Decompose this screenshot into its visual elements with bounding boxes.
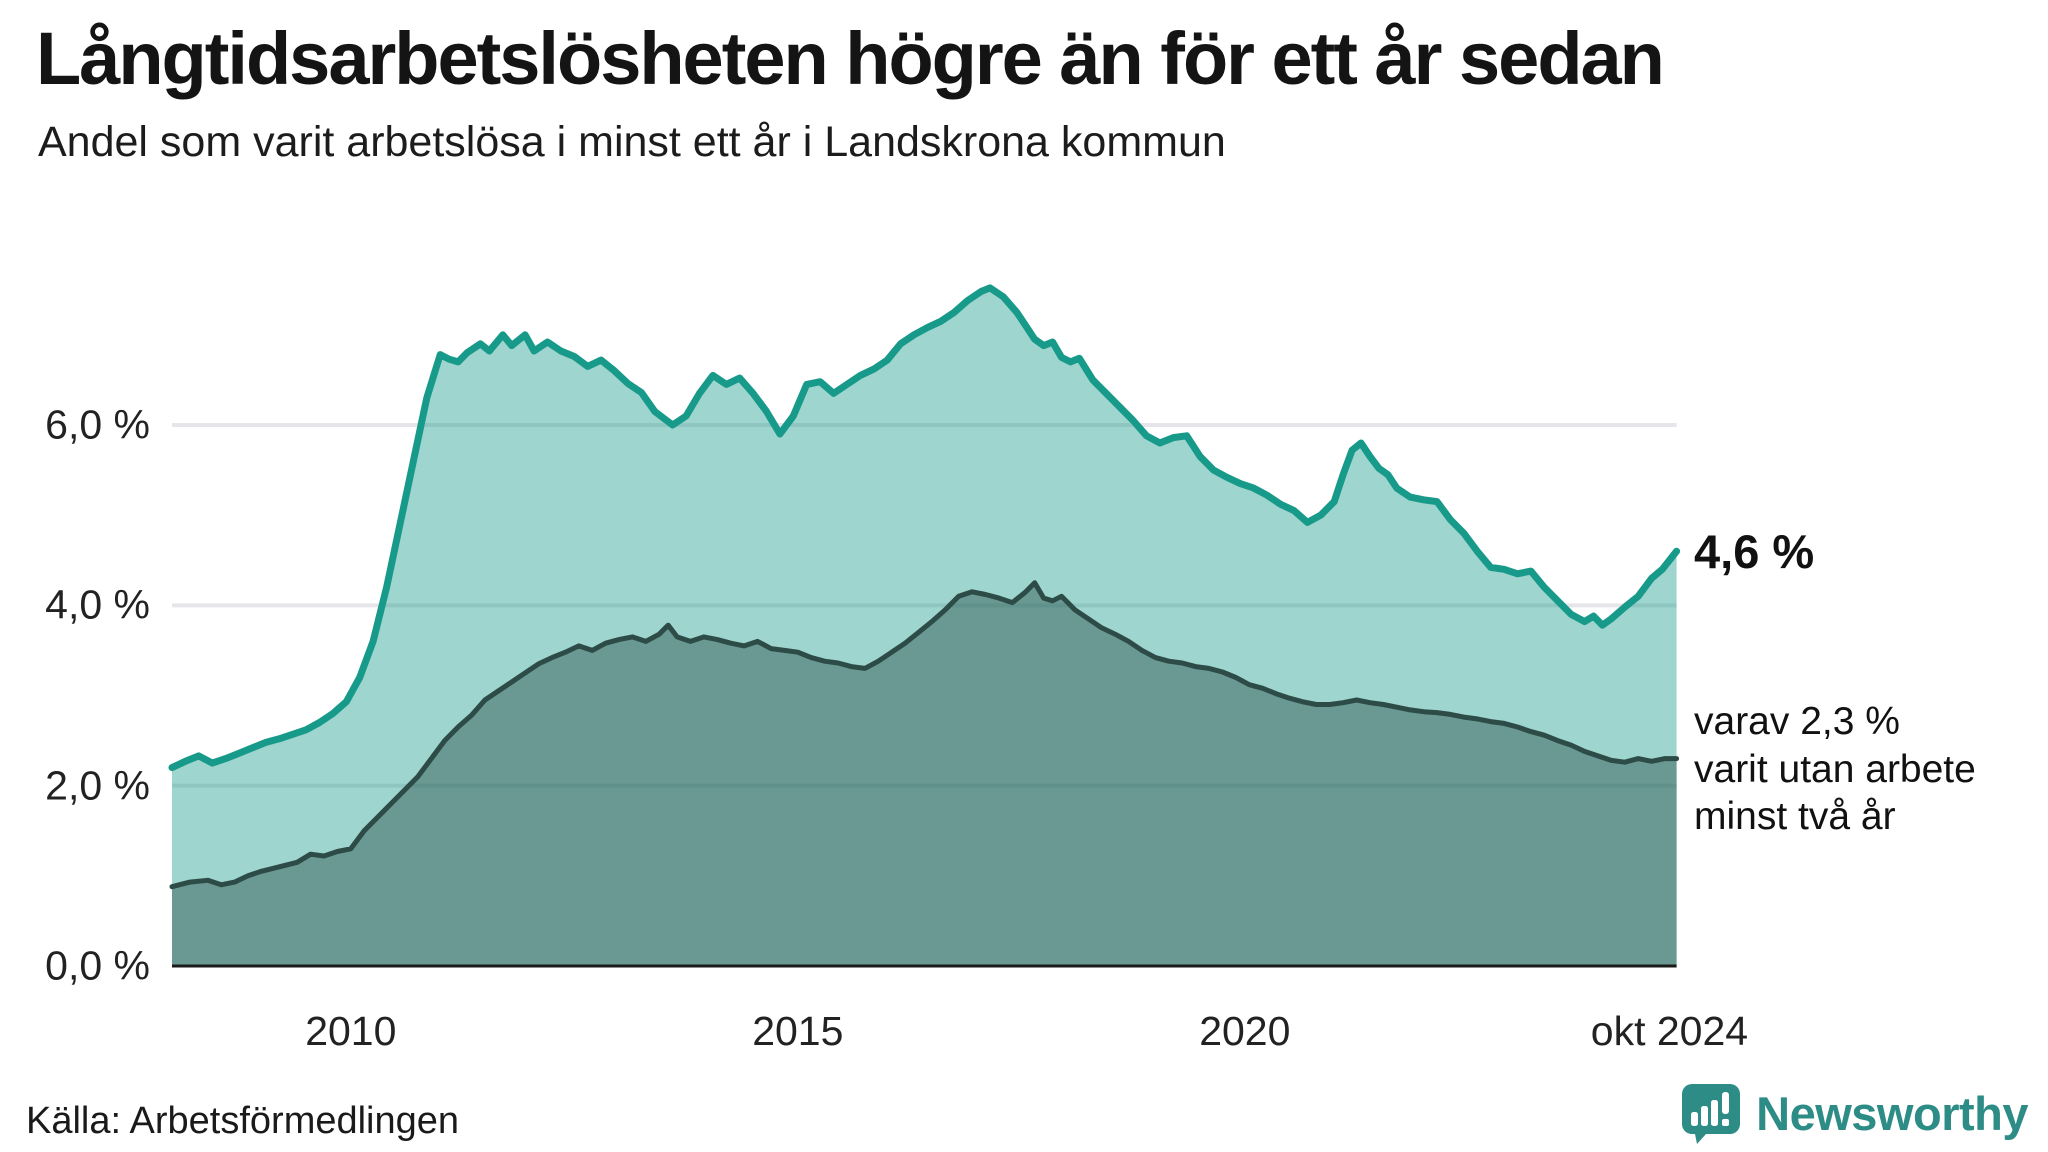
line-unemployed-one-year	[168, 284, 1681, 772]
secondary-value-annotation: varav 2,3 % varit utan arbete minst två …	[1694, 698, 1976, 841]
secondary-annotation-line3: minst två år	[1694, 795, 1896, 839]
y-tick-label: 2,0 %	[45, 762, 150, 809]
y-tick-label: 4,0 %	[45, 581, 150, 628]
source-note: Källa: Arbetsförmedlingen	[26, 1100, 460, 1142]
brand-logo: Newsworthy	[1678, 1082, 2028, 1144]
brand-wordmark: Newsworthy	[1756, 1086, 2028, 1140]
line-unemployed-two-years	[169, 580, 1680, 890]
y-tick-label: 6,0 %	[45, 401, 150, 448]
x-tick-label: 2010	[305, 1008, 397, 1054]
y-tick-label: 0,0 %	[45, 942, 150, 989]
x-tick-label: okt 2024	[1590, 1008, 1749, 1054]
x-tick-label: 2015	[752, 1008, 844, 1054]
newsworthy-icon	[1682, 1084, 1741, 1144]
latest-value-annotation: 4,6 %	[1694, 525, 1815, 578]
secondary-annotation-line2: varit utan arbete	[1694, 747, 1976, 791]
x-tick-label: 2020	[1199, 1008, 1291, 1054]
area-unemployed-two-years	[172, 582, 1677, 966]
secondary-annotation-line1: varav 2,3 %	[1694, 700, 1900, 743]
page-subtitle: Andel som varit arbetslösa i minst ett å…	[38, 118, 1226, 166]
page-title: Långtidsarbetslösheten högre än för ett …	[36, 17, 1665, 100]
